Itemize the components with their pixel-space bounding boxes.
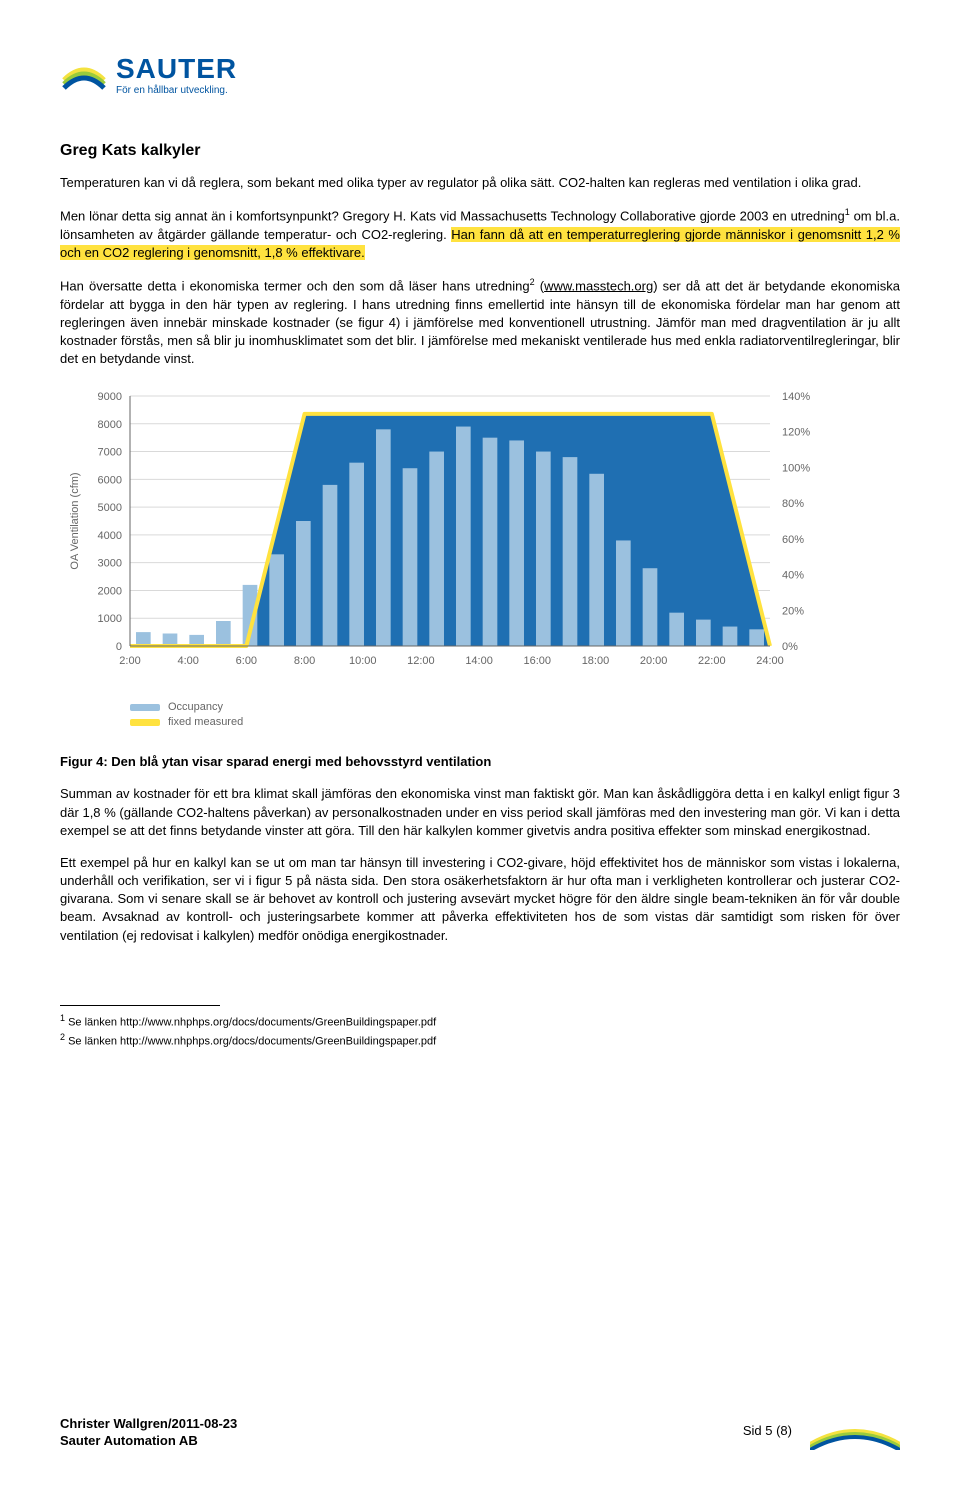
paragraph-3: Han översatte detta i ekonomiska termer … [60, 276, 900, 368]
legend-label-0: Occupancy [168, 701, 223, 713]
svg-text:7000: 7000 [98, 447, 122, 459]
footer-author-date: Christer Wallgren/2011-08-23 [60, 1416, 237, 1433]
svg-text:8:00: 8:00 [294, 655, 315, 667]
figure-caption: Figur 4: Den blå ytan visar sparad energ… [60, 754, 900, 769]
svg-text:14:00: 14:00 [465, 655, 493, 667]
svg-text:1000: 1000 [98, 614, 122, 626]
footnote-text-2: Se länken http://www.nhphps.org/docs/doc… [65, 1036, 436, 1048]
legend-item-fixed: fixed measured [130, 716, 900, 728]
p2-a: Men lönar detta sig annat än i komfortsy… [60, 209, 845, 224]
p3-link[interactable]: www.masstech.org [544, 278, 653, 293]
svg-text:24:00: 24:00 [756, 655, 784, 667]
sauter-logo-icon [60, 50, 108, 98]
svg-text:20%: 20% [782, 606, 804, 618]
svg-text:100%: 100% [782, 463, 810, 475]
svg-text:16:00: 16:00 [524, 655, 552, 667]
svg-text:5000: 5000 [98, 502, 122, 514]
svg-text:22:00: 22:00 [698, 655, 726, 667]
svg-text:6:00: 6:00 [236, 655, 257, 667]
paragraph-5: Ett exempel på hur en kalkyl kan se ut o… [60, 854, 900, 945]
svg-text:4000: 4000 [98, 530, 122, 542]
logo-tagline: För en hållbar utveckling. [116, 85, 237, 96]
ventilation-chart: 0 1000 2000 3000 4000 5000 6000 7000 8000 9000 0% 2… [60, 386, 900, 728]
page-footer: Christer Wallgren/2011-08-23 Sauter Auto… [60, 1410, 900, 1450]
svg-text:80%: 80% [782, 498, 804, 510]
legend-item-occupancy: Occupancy [130, 701, 900, 713]
svg-text:OA Ventilation (cfm): OA Ventilation (cfm) [69, 473, 81, 570]
svg-text:18:00: 18:00 [582, 655, 610, 667]
footer-swoosh-icon [810, 1410, 900, 1450]
svg-text:3000: 3000 [98, 558, 122, 570]
chart-legend: Occupancy fixed measured [130, 701, 900, 728]
footnote-1: 1 Se länken http://www.nhphps.org/docs/d… [60, 1012, 900, 1031]
svg-text:12:00: 12:00 [407, 655, 435, 667]
section-title: Greg Kats kalkyler [60, 142, 900, 160]
svg-text:0: 0 [116, 641, 122, 653]
footnote-text-1: Se länken http://www.nhphps.org/docs/doc… [65, 1017, 436, 1029]
svg-text:0%: 0% [782, 641, 798, 653]
svg-text:120%: 120% [782, 427, 810, 439]
p3-a: Han översatte detta i ekonomiska termer … [60, 278, 530, 293]
svg-text:60%: 60% [782, 534, 804, 546]
footnote-divider [60, 1005, 220, 1006]
p3-b: ( [535, 278, 544, 293]
svg-text:8000: 8000 [98, 419, 122, 431]
paragraph-1: Temperaturen kan vi då reglera, som beka… [60, 174, 900, 192]
svg-text:140%: 140% [782, 391, 810, 403]
logo-name: SAUTER [116, 53, 237, 85]
logo: SAUTER För en hållbar utveckling. [60, 50, 237, 98]
paragraph-2: Men lönar detta sig annat än i komfortsy… [60, 206, 900, 262]
svg-text:2:00: 2:00 [119, 655, 140, 667]
svg-text:4:00: 4:00 [177, 655, 198, 667]
svg-text:9000: 9000 [98, 391, 122, 403]
svg-text:6000: 6000 [98, 475, 122, 487]
paragraph-4: Summan av kostnader för ett bra klimat s… [60, 785, 900, 840]
svg-text:40%: 40% [782, 570, 804, 582]
svg-text:10:00: 10:00 [349, 655, 377, 667]
svg-text:20:00: 20:00 [640, 655, 668, 667]
footer-company: Sauter Automation AB [60, 1433, 237, 1450]
header: SAUTER För en hållbar utveckling. [60, 50, 900, 98]
legend-label-1: fixed measured [168, 716, 243, 728]
footnote-2: 2 Se länken http://www.nhphps.org/docs/d… [60, 1031, 900, 1050]
svg-text:2000: 2000 [98, 586, 122, 598]
footer-page: Sid 5 (8) [743, 1423, 792, 1438]
